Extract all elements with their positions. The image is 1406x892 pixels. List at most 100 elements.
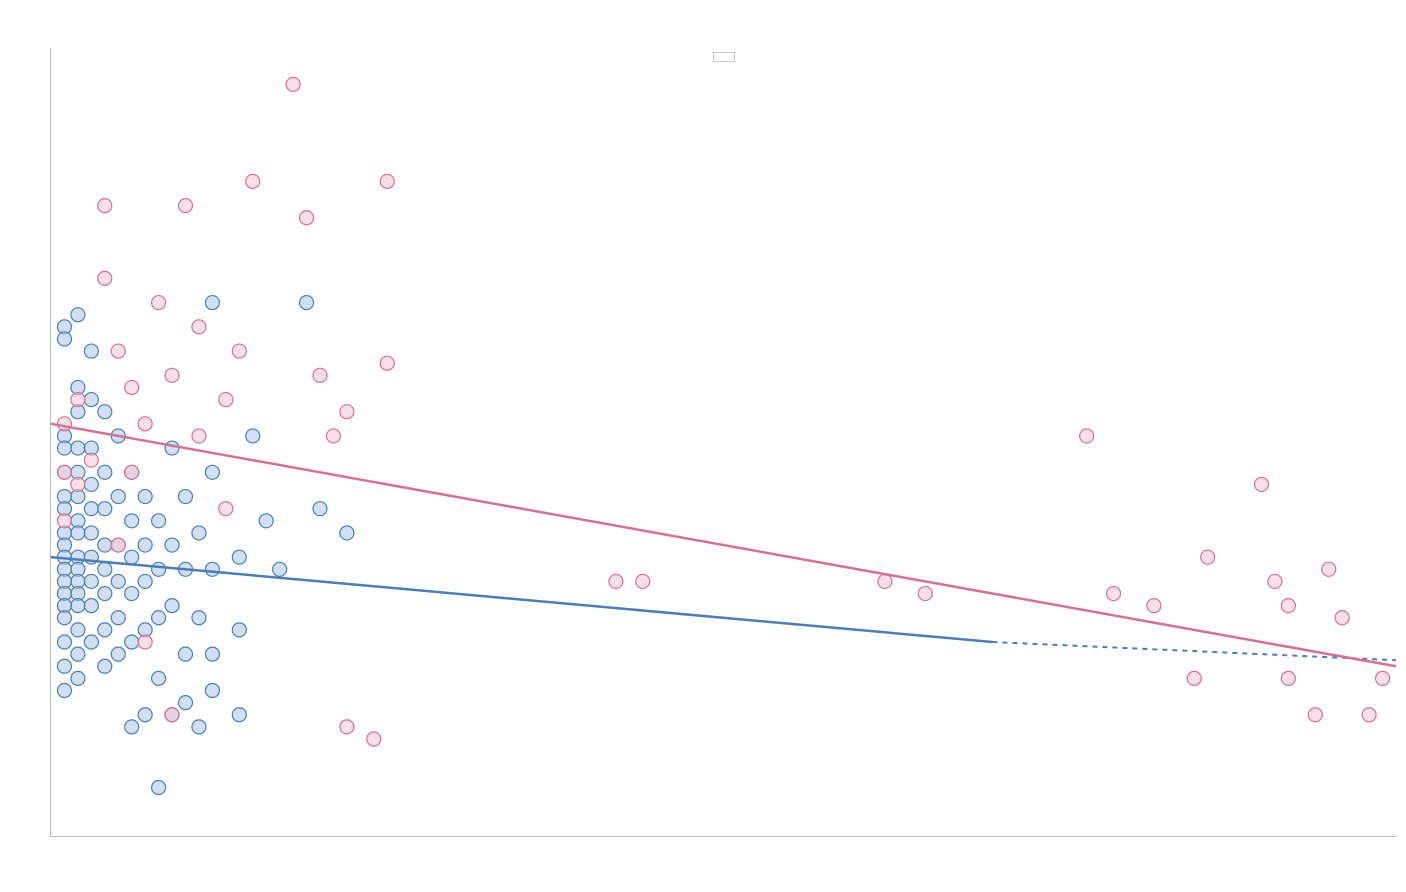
data-point [192, 720, 206, 734]
data-point [111, 490, 125, 504]
chart-header [0, 0, 1406, 16]
data-point [71, 623, 85, 637]
data-point [313, 502, 327, 516]
data-point [192, 320, 206, 334]
data-point [179, 647, 193, 661]
data-point [1268, 574, 1282, 588]
data-point [138, 538, 152, 552]
data-point [111, 344, 125, 358]
data-point [1080, 429, 1094, 443]
data-point [878, 574, 892, 588]
data-point [84, 635, 98, 649]
data-point [232, 623, 246, 637]
data-point [1308, 708, 1322, 722]
trend-line-dashed [993, 642, 1397, 660]
data-point [71, 671, 85, 685]
data-point [71, 441, 85, 455]
data-point [84, 344, 98, 358]
data-point [179, 199, 193, 213]
data-point [232, 344, 246, 358]
data-point [609, 574, 623, 588]
data-point [98, 538, 112, 552]
data-point [138, 708, 152, 722]
data-point [165, 538, 179, 552]
data-point [340, 526, 354, 540]
data-point [918, 587, 932, 601]
data-point [326, 429, 340, 443]
correlation-stats-box [713, 52, 735, 62]
data-point [125, 587, 139, 601]
data-point [259, 514, 273, 528]
data-point [57, 684, 71, 698]
data-point [71, 308, 85, 322]
data-point [84, 526, 98, 540]
data-point [98, 562, 112, 576]
data-point [125, 514, 139, 528]
data-point [84, 574, 98, 588]
data-point [125, 550, 139, 564]
data-point [111, 647, 125, 661]
data-point [152, 671, 166, 685]
data-point [125, 720, 139, 734]
data-point [1107, 587, 1121, 601]
data-point [84, 502, 98, 516]
data-point [98, 271, 112, 285]
plot-canvas [51, 48, 1396, 836]
data-point [84, 599, 98, 613]
data-point [152, 514, 166, 528]
data-point [138, 574, 152, 588]
data-point [313, 368, 327, 382]
data-point [1322, 562, 1336, 576]
data-point [205, 562, 219, 576]
data-point [219, 393, 233, 407]
data-point [71, 599, 85, 613]
trend-line [51, 557, 993, 642]
data-point [98, 199, 112, 213]
data-point [165, 599, 179, 613]
data-point [84, 477, 98, 491]
data-point [125, 465, 139, 479]
data-point [380, 174, 394, 188]
data-point [71, 647, 85, 661]
data-point [98, 587, 112, 601]
data-point [273, 562, 287, 576]
data-point [165, 708, 179, 722]
data-point [84, 453, 98, 467]
data-point [192, 526, 206, 540]
data-point [232, 708, 246, 722]
data-point [57, 417, 71, 431]
data-point [1376, 671, 1390, 685]
data-point [138, 417, 152, 431]
data-point [1201, 550, 1215, 564]
data-point [152, 296, 166, 310]
data-point [98, 465, 112, 479]
data-point [340, 720, 354, 734]
data-point [286, 77, 300, 91]
data-point [1187, 671, 1201, 685]
data-point [111, 574, 125, 588]
data-point [57, 441, 71, 455]
data-point [98, 405, 112, 419]
data-point [111, 538, 125, 552]
data-point [84, 393, 98, 407]
data-point [1362, 708, 1376, 722]
data-point [71, 393, 85, 407]
data-point [1281, 599, 1295, 613]
data-point [152, 781, 166, 795]
data-point [300, 296, 314, 310]
data-point [232, 550, 246, 564]
data-point [57, 332, 71, 346]
data-point [57, 514, 71, 528]
data-point [57, 635, 71, 649]
data-point [71, 477, 85, 491]
data-point [367, 732, 381, 746]
data-point [111, 611, 125, 625]
data-point [192, 611, 206, 625]
data-point [192, 429, 206, 443]
data-point [179, 696, 193, 710]
data-point [1255, 477, 1269, 491]
data-point [205, 465, 219, 479]
data-point [1147, 599, 1161, 613]
data-point [205, 296, 219, 310]
data-point [340, 405, 354, 419]
